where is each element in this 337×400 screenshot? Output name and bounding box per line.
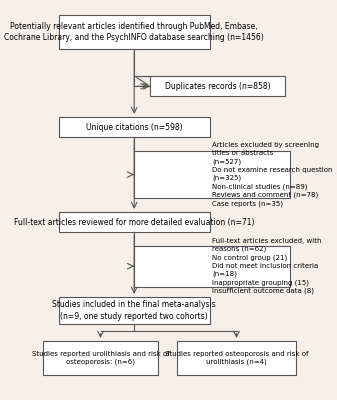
Text: Studies reported osteoporosis and risk of
urolithiasis (n=4): Studies reported osteoporosis and risk o… (165, 351, 308, 365)
Text: Articles excluded by screening titles or abstracts
(n=527)
Do not examine resear: Articles excluded by screening titles or… (212, 142, 333, 207)
FancyBboxPatch shape (150, 76, 285, 96)
FancyBboxPatch shape (42, 341, 158, 375)
FancyBboxPatch shape (59, 15, 210, 49)
FancyBboxPatch shape (134, 246, 290, 286)
FancyBboxPatch shape (134, 151, 290, 198)
FancyBboxPatch shape (177, 341, 296, 375)
Text: Unique citations (n=598): Unique citations (n=598) (86, 122, 183, 132)
FancyBboxPatch shape (59, 212, 210, 232)
Text: Full-text articles excluded, with reasons (n=62)
No control group (21)
Did not m: Full-text articles excluded, with reason… (212, 238, 322, 294)
Text: Potentially relevant articles identified through PubMed, Embase,
Cochrane Librar: Potentially relevant articles identified… (4, 22, 264, 42)
Text: Studies reported urolithiasis and risk of
osteoporosis: (n=6): Studies reported urolithiasis and risk o… (32, 351, 170, 365)
FancyBboxPatch shape (59, 117, 210, 137)
Text: Duplicates records (n=858): Duplicates records (n=858) (165, 82, 271, 91)
Text: Studies included in the final meta-analysis
(n=9, one study reported two cohorts: Studies included in the final meta-analy… (52, 300, 216, 321)
FancyBboxPatch shape (59, 297, 210, 324)
Text: Full-text articles reviewed for more detailed evaluation (n=71): Full-text articles reviewed for more det… (14, 218, 254, 226)
